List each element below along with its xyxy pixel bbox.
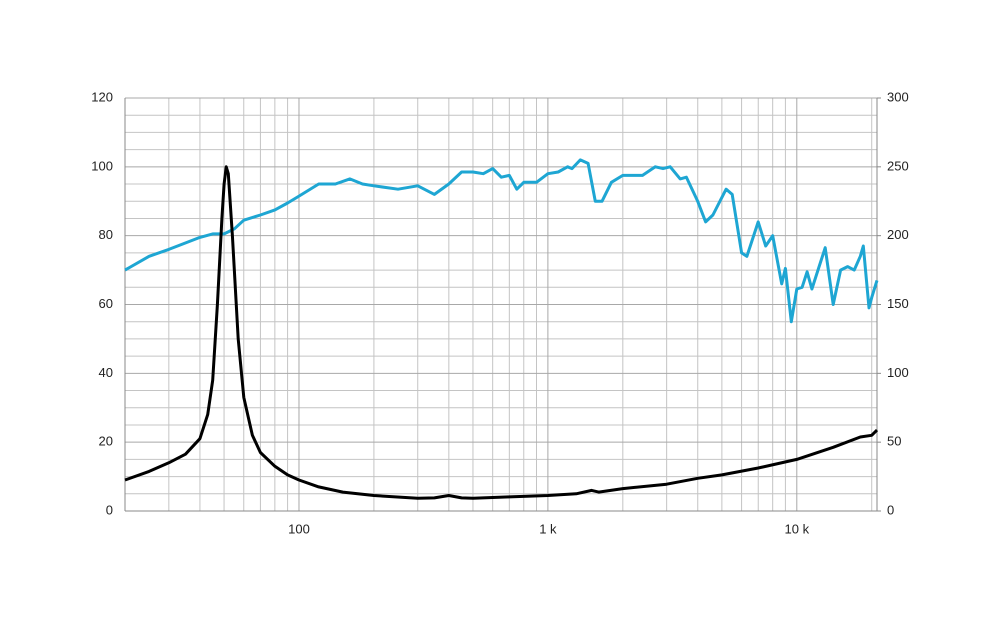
y-tick-label: 100 [91,158,113,173]
y2-tick-label: 300 [887,89,909,104]
x-tick-label: 100 [288,521,310,536]
y2-tick-label: 50 [887,434,901,449]
y2-tick-label: 200 [887,227,909,242]
series-line [124,165,879,500]
y2-tick-label: 100 [887,365,909,380]
y-tick-label: 0 [106,502,113,517]
y2-tick-label: 250 [887,158,909,173]
x-tick-label: 10 k [785,521,810,536]
y-tick-label: 80 [99,227,113,242]
x-tick-label: 1 k [539,521,557,536]
y-tick-label: 60 [99,296,113,311]
y-tick-label: 20 [99,434,113,449]
y-tick-label: 40 [99,365,113,380]
series-line [124,158,879,324]
y-tick-label: 120 [91,89,113,104]
y2-tick-label: 0 [887,502,894,517]
y2-tick-label: 150 [887,296,909,311]
